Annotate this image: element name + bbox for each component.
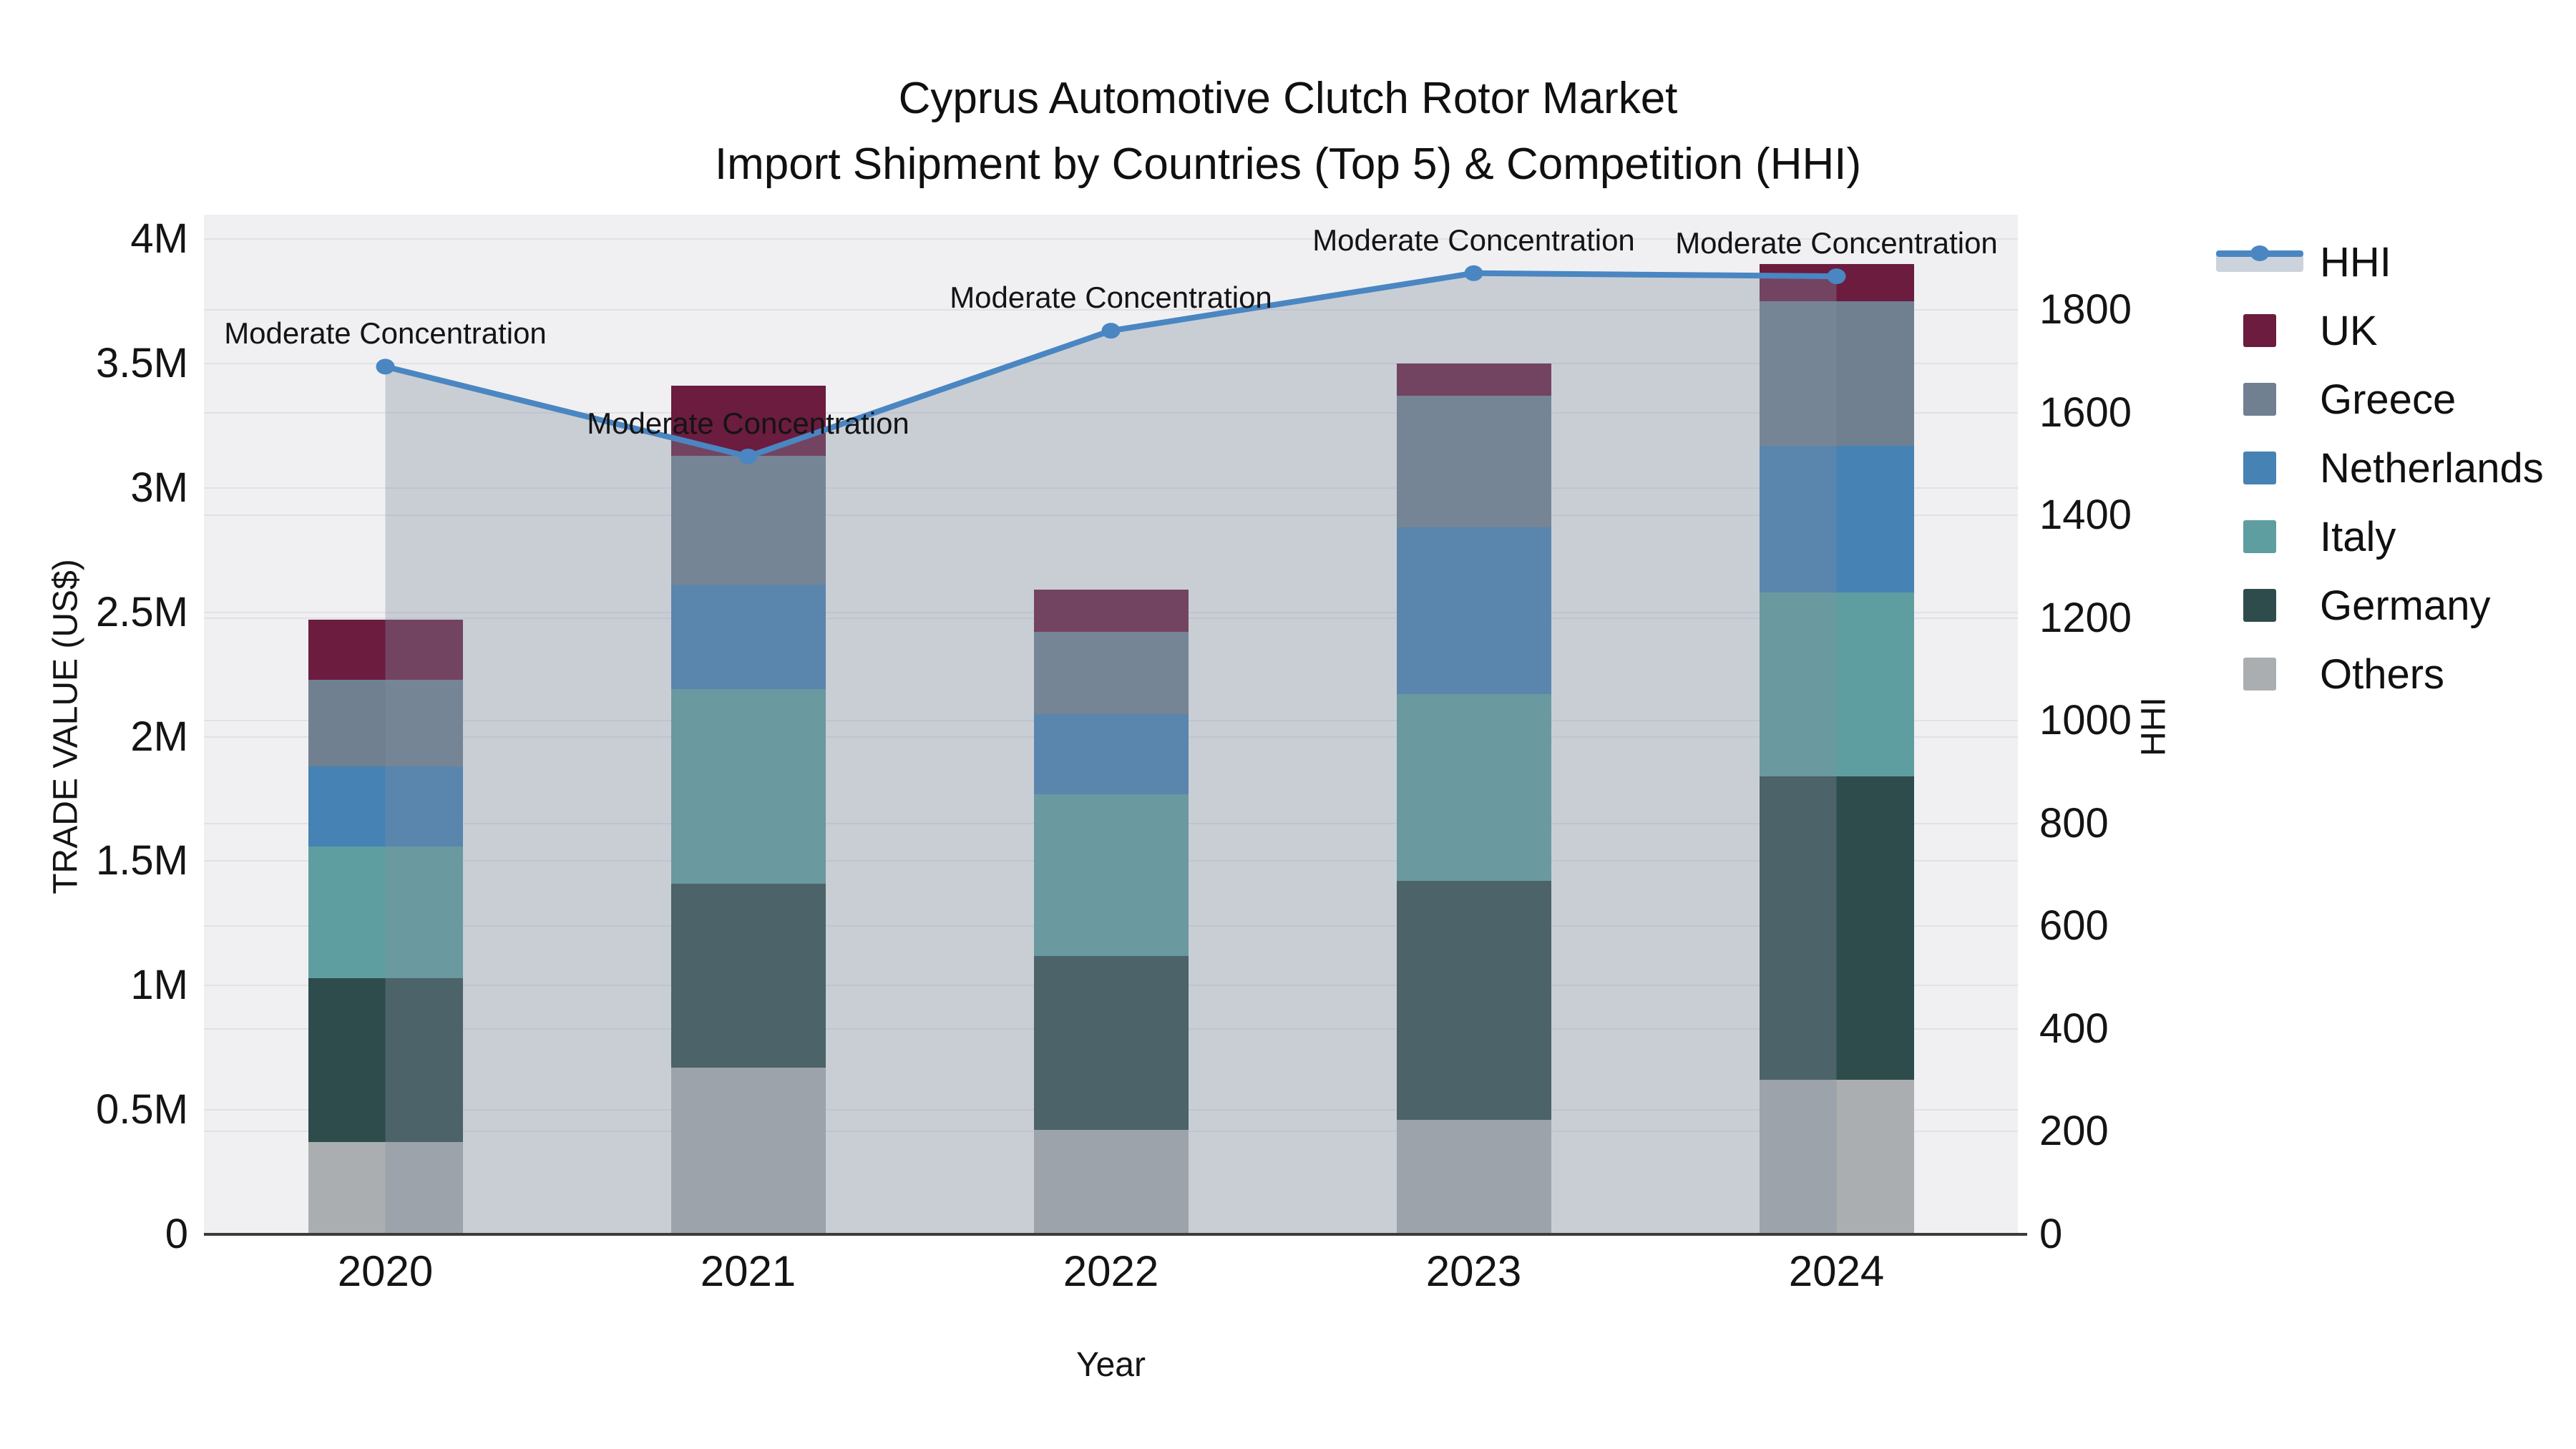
legend-swatch-italy	[2212, 520, 2307, 553]
bar-segment-greece-2023[interactable]	[1396, 396, 1551, 528]
y-left-tick-0.5M: 0.5M	[96, 1086, 188, 1133]
hhi-annotation-2021: Moderate Concentration	[587, 406, 909, 440]
bar-segment-netherlands-2021[interactable]	[670, 585, 826, 690]
legend-swatch-uk	[2212, 314, 2307, 347]
y-left-axis-title: TRADE VALUE (US$)	[47, 559, 85, 894]
y-left-tick-1M: 1M	[130, 962, 188, 1009]
y-left-tick-1.5M: 1.5M	[96, 837, 188, 884]
x-axis-title: Year	[1076, 1346, 1146, 1384]
hhi-point-2023[interactable]	[1464, 265, 1483, 281]
gridline-right-1400	[204, 514, 2018, 517]
bar-segment-netherlands-2022[interactable]	[1033, 714, 1189, 794]
legend-item-italy[interactable]: Italy	[2212, 511, 2396, 562]
legend-swatch-germany	[2212, 589, 2307, 622]
legend-label-netherlands: Netherlands	[2320, 444, 2544, 492]
y-left-tick-4M: 4M	[130, 215, 188, 263]
x-tick-2020: 2020	[337, 1247, 434, 1295]
bar-segment-netherlands-2020[interactable]	[308, 766, 463, 847]
legend-item-greece[interactable]: Greece	[2212, 374, 2456, 425]
y-right-tick-1600: 1600	[2039, 389, 2132, 436]
legend-swatch-greece	[2212, 383, 2307, 416]
y-right-tick-1200: 1200	[2039, 594, 2132, 641]
x-tick-2023: 2023	[1425, 1247, 1522, 1295]
legend-item-uk[interactable]: UK	[2212, 305, 2378, 356]
bar-segment-italy-2023[interactable]	[1396, 694, 1551, 882]
y-left-tick-2M: 2M	[130, 713, 188, 760]
y-right-tick-1000: 1000	[2039, 697, 2132, 744]
bar-segment-greece-2024[interactable]	[1759, 301, 1914, 446]
bar-segment-others-2024[interactable]	[1759, 1080, 1914, 1234]
x-axis-line	[204, 1233, 2027, 1236]
bar-segment-netherlands-2023[interactable]	[1396, 527, 1551, 695]
bar-segment-germany-2020[interactable]	[308, 977, 463, 1143]
legend-label-others: Others	[2320, 650, 2445, 698]
bar-segment-uk-2023[interactable]	[1396, 363, 1551, 396]
x-tick-2024: 2024	[1788, 1247, 1885, 1295]
hhi-line-icon	[2212, 245, 2307, 272]
legend-item-others[interactable]: Others	[2212, 648, 2444, 700]
chart-title-line2: Import Shipment by Countries (Top 5) & C…	[714, 140, 1862, 189]
bar-segment-others-2021[interactable]	[670, 1068, 826, 1234]
hhi-point-2022[interactable]	[1101, 323, 1121, 339]
legend-item-netherlands[interactable]: Netherlands	[2212, 442, 2544, 494]
gridline-left-4	[204, 238, 2018, 240]
y-right-tick-600: 600	[2039, 902, 2109, 950]
legend-label-italy: Italy	[2320, 513, 2396, 560]
legend-label-germany: Germany	[2320, 582, 2491, 629]
hhi-area-sample	[2216, 245, 2303, 272]
y-right-axis-title: HHI	[2135, 697, 2173, 756]
bar-segment-germany-2022[interactable]	[1033, 955, 1189, 1130]
plot-area: Moderate Concentration Moderate Concentra…	[204, 215, 2018, 1234]
y-left-tick-0: 0	[165, 1211, 188, 1257]
bar-segment-germany-2021[interactable]	[670, 883, 826, 1068]
gridline-left-3.5	[204, 362, 2018, 364]
legend-swatch-netherlands	[2212, 452, 2307, 484]
legend-label-hhi: HHI	[2320, 238, 2391, 286]
y-left-tick-3.5M: 3.5M	[96, 339, 188, 386]
x-tick-2022: 2022	[1063, 1247, 1159, 1295]
y-right-tick-800: 800	[2039, 799, 2109, 847]
bar-segment-greece-2022[interactable]	[1033, 632, 1189, 715]
bar-segment-uk-2022[interactable]	[1033, 590, 1189, 633]
bar-segment-germany-2024[interactable]	[1759, 776, 1914, 1080]
bar-segment-uk-2020[interactable]	[308, 620, 463, 680]
bar-segment-others-2022[interactable]	[1033, 1129, 1189, 1234]
y-right-tick-1800: 1800	[2039, 286, 2132, 333]
gridline-right-1600	[204, 411, 2018, 414]
bar-segment-uk-2024[interactable]	[1759, 263, 1914, 301]
bar-segment-italy-2021[interactable]	[670, 689, 826, 884]
x-tick-2021: 2021	[700, 1247, 796, 1295]
hhi-annotation-2024: Moderate Concentration	[1675, 226, 1998, 260]
hhi-annotation-2023: Moderate Concentration	[1312, 223, 1635, 257]
y-left-tick-3M: 3M	[130, 464, 188, 511]
hhi-annotation-2020: Moderate Concentration	[224, 316, 547, 351]
hhi-annotation-2022: Moderate Concentration	[950, 280, 1272, 315]
chart-title: Cyprus Automotive Clutch Rotor Market Im…	[0, 66, 2576, 197]
y-left-tick-2.5M: 2.5M	[96, 588, 188, 635]
y-right-tick-400: 400	[2039, 1005, 2109, 1052]
legend-label-uk: UK	[2320, 307, 2378, 354]
hhi-point-2020[interactable]	[376, 358, 395, 375]
bar-segment-netherlands-2024[interactable]	[1759, 445, 1914, 592]
bar-segment-italy-2020[interactable]	[308, 846, 463, 978]
y-right-tick-1400: 1400	[2039, 492, 2132, 539]
bar-segment-italy-2022[interactable]	[1033, 794, 1189, 956]
bar-segment-others-2023[interactable]	[1396, 1120, 1551, 1234]
bar-segment-greece-2021[interactable]	[670, 455, 826, 585]
bar-segment-germany-2023[interactable]	[1396, 881, 1551, 1121]
y-right-tick-0: 0	[2039, 1211, 2063, 1257]
bar-segment-greece-2020[interactable]	[308, 679, 463, 767]
legend-item-germany[interactable]: Germany	[2212, 580, 2491, 631]
bar-segment-italy-2024[interactable]	[1759, 592, 1914, 777]
y-right-tick-200: 200	[2039, 1108, 2109, 1155]
gridline-left-3	[204, 487, 2018, 489]
bar-segment-others-2020[interactable]	[308, 1142, 463, 1234]
chart-title-line1: Cyprus Automotive Clutch Rotor Market	[898, 74, 1678, 123]
legend-item-hhi[interactable]: HHI	[2212, 236, 2391, 288]
legend-label-greece: Greece	[2320, 376, 2457, 423]
legend-swatch-others	[2212, 658, 2307, 691]
